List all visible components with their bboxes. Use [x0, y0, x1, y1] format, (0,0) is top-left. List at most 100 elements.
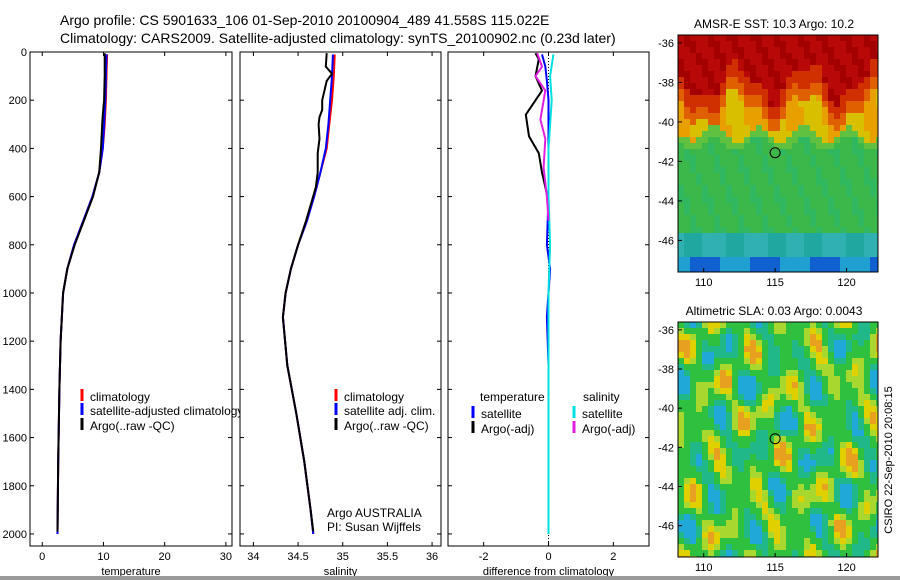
map-cell: [726, 466, 732, 472]
map-cell: [858, 257, 864, 263]
map-cell: [684, 346, 690, 352]
map-cell: [690, 346, 696, 352]
map-cell: [870, 376, 876, 382]
map-cell: [822, 47, 828, 53]
map-cell: [858, 107, 864, 113]
map-cell: [804, 203, 810, 209]
map-cell: [846, 245, 852, 251]
map-cell: [774, 125, 780, 131]
map-cell: [858, 47, 864, 53]
map-cell: [714, 191, 720, 197]
map-cell: [810, 203, 816, 209]
map-cell: [702, 149, 708, 155]
map-cell: [876, 550, 878, 556]
map-cell: [792, 137, 798, 143]
map-cell: [828, 478, 834, 484]
map-cell: [852, 502, 858, 508]
map-cell: [846, 215, 852, 221]
map-cell: [714, 412, 720, 418]
map-cell: [780, 239, 786, 245]
map-cell: [774, 77, 780, 83]
map-cell: [846, 382, 852, 388]
map-cell: [678, 346, 684, 352]
map-cell: [690, 95, 696, 101]
map-cell: [834, 71, 840, 77]
map-cell: [684, 520, 690, 526]
map-cell: [732, 424, 738, 430]
map-cell: [834, 257, 840, 263]
map-cell: [720, 406, 726, 412]
map-cell: [768, 137, 774, 143]
map-cell: [738, 131, 744, 137]
map-cell: [708, 382, 714, 388]
map-cell: [690, 406, 696, 412]
map-cell: [870, 167, 876, 173]
map-cell: [852, 478, 858, 484]
map-cell: [678, 466, 684, 472]
map-cell: [852, 173, 858, 179]
map-cell: [732, 221, 738, 227]
map-cell: [690, 490, 696, 496]
map-cell: [714, 466, 720, 472]
map-cell: [876, 149, 878, 155]
map-cell: [720, 161, 726, 167]
map-cell: [762, 484, 768, 490]
map-cell: [780, 466, 786, 472]
map-cell: [822, 77, 828, 83]
map-cell: [774, 245, 780, 251]
map-cell: [774, 448, 780, 454]
map-cell: [774, 394, 780, 400]
map-cell: [720, 544, 726, 550]
map-cell: [750, 466, 756, 472]
map-cell: [792, 125, 798, 131]
y-tick-label: 1800: [3, 481, 27, 493]
map-cell: [696, 388, 702, 394]
map-cell: [726, 197, 732, 203]
map-cell: [750, 514, 756, 520]
map-cell: [786, 245, 792, 251]
map-cell: [708, 472, 714, 478]
map-cell: [792, 95, 798, 101]
map-cell: [726, 544, 732, 550]
map-cell: [738, 496, 744, 502]
map-cell: [738, 388, 744, 394]
map-cell: [864, 484, 870, 490]
map-cell: [822, 484, 828, 490]
map-cell: [762, 418, 768, 424]
map-cell: [840, 173, 846, 179]
map-cell: [870, 460, 876, 466]
map-cell: [744, 424, 750, 430]
map-cell: [720, 137, 726, 143]
y-tick-label: 800: [9, 240, 27, 252]
map-cell: [876, 95, 878, 101]
map-cell: [816, 538, 822, 544]
map-cell: [714, 155, 720, 161]
map-cell: [732, 418, 738, 424]
map-cell: [822, 101, 828, 107]
map-cell: [834, 334, 840, 340]
map-cell: [852, 161, 858, 167]
map-cell: [834, 340, 840, 346]
map-cell: [852, 137, 858, 143]
map-cell: [822, 322, 828, 328]
map-cell: [684, 179, 690, 185]
map-cell: [774, 400, 780, 406]
map-cell: [732, 215, 738, 221]
map-cell: [828, 95, 834, 101]
map-cell: [816, 59, 822, 65]
map-cell: [798, 544, 804, 550]
map-cell: [720, 35, 726, 41]
map-cell: [768, 394, 774, 400]
map-cell: [822, 424, 828, 430]
map-cell: [690, 137, 696, 143]
map-cell: [738, 502, 744, 508]
map-cell: [798, 143, 804, 149]
map-cell: [696, 149, 702, 155]
map-cell: [732, 227, 738, 233]
map-cell: [786, 35, 792, 41]
map-cell: [750, 328, 756, 334]
map-cell: [678, 370, 684, 376]
map-cell: [840, 424, 846, 430]
map-cell: [810, 77, 816, 83]
map-cell: [756, 478, 762, 484]
